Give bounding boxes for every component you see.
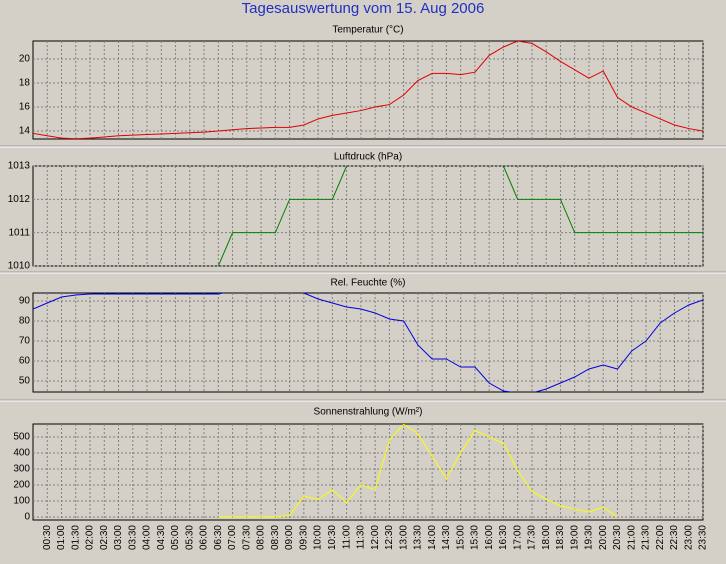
plot-frame (32, 40, 704, 140)
y-tick-label: 18 (19, 78, 31, 89)
x-tick-label: 08:30 (270, 525, 281, 550)
x-tick-label: 02:30 (99, 525, 110, 550)
x-tick-label: 19:00 (569, 525, 580, 550)
x-tick-label: 22:00 (655, 525, 666, 550)
x-tick-label: 09:30 (298, 525, 309, 550)
data-line (218, 424, 618, 518)
y-tick-label: 60 (19, 356, 31, 367)
x-tick-label: 10:00 (313, 525, 324, 550)
panel-title: Luftdruck (hPa) (334, 152, 402, 163)
plot-group (33, 293, 703, 392)
x-tick-label: 17:00 (512, 525, 523, 550)
x-tick-label: 10:30 (327, 525, 338, 550)
chart-title: Tagesauswertung vom 15. Aug 2006 (242, 0, 485, 17)
x-tick-label: 17:30 (527, 525, 538, 550)
x-tick-label: 02:00 (85, 525, 96, 550)
x-tick-label: 04:30 (156, 525, 167, 550)
y-tick-label: 80 (19, 316, 31, 327)
x-tick-label: 14:00 (427, 525, 438, 550)
x-tick-label: 21:00 (626, 525, 637, 550)
x-tick-label: 18:30 (555, 525, 566, 550)
x-tick-label: 11:00 (341, 525, 352, 550)
x-tick-label: 20:00 (598, 525, 609, 550)
x-tick-label: 20:30 (612, 525, 623, 550)
y-tick-label: 14 (19, 126, 31, 137)
y-tick-label: 50 (19, 376, 31, 387)
x-tick-label: 03:30 (127, 525, 138, 550)
x-tick-label: 07:30 (241, 525, 252, 550)
x-tick-label: 01:30 (70, 525, 81, 550)
x-tick-label: 03:00 (113, 525, 124, 550)
x-tick-label: 15:00 (455, 525, 466, 550)
x-tick-label: 01:00 (56, 525, 67, 550)
x-tick-label: 16:00 (484, 525, 495, 550)
y-tick-label: 90 (19, 296, 31, 307)
y-tick-label: 200 (13, 480, 30, 491)
x-tick-label: 19:30 (584, 525, 595, 550)
x-tick-label: 23:30 (698, 525, 709, 550)
y-tick-label: 70 (19, 336, 31, 347)
plot-frame (32, 292, 704, 393)
x-tick-label: 22:30 (669, 525, 680, 550)
y-tick-label: 100 (13, 496, 30, 507)
x-tick-label: 05:30 (184, 525, 195, 550)
plot-frame (32, 165, 704, 267)
y-tick-label: 500 (13, 432, 30, 443)
y-tick-label: 20 (19, 54, 31, 65)
x-tick-label: 18:00 (541, 525, 552, 550)
x-tick-label: 12:30 (384, 525, 395, 550)
y-tick-label: 1013 (8, 161, 31, 172)
x-tick-label: 13:30 (413, 525, 424, 550)
plot-frame (32, 423, 704, 521)
plot-group (217, 166, 703, 266)
y-tick-label: 1010 (8, 261, 31, 272)
x-tick-label: 12:00 (370, 525, 381, 550)
x-tick-label: 21:30 (641, 525, 652, 550)
x-tick-label: 23:00 (683, 525, 694, 550)
x-tick-label: 09:00 (284, 525, 295, 550)
x-tick-label: 16:30 (498, 525, 509, 550)
x-tick-label: 00:30 (42, 525, 53, 550)
x-tick-label: 06:30 (213, 525, 224, 550)
panel-title: Sonnenstrahlung (W/m²) (314, 407, 423, 418)
x-tick-label: 06:00 (199, 525, 210, 550)
x-tick-label: 04:00 (142, 525, 153, 550)
y-tick-label: 1011 (8, 227, 30, 238)
x-tick-label: 15:30 (470, 525, 481, 550)
x-tick-label: 13:00 (398, 525, 409, 550)
plot-group (33, 41, 703, 139)
data-line (217, 166, 703, 266)
y-tick-label: 300 (13, 464, 30, 475)
y-tick-label: 0 (24, 512, 30, 523)
x-tick-label: 07:00 (227, 525, 238, 550)
panel-title: Temperatur (°C) (332, 25, 403, 36)
y-tick-label: 16 (19, 102, 31, 113)
data-line (33, 41, 703, 139)
plot-group (218, 424, 618, 518)
x-tick-label: 05:00 (170, 525, 181, 550)
x-tick-label: 14:30 (441, 525, 452, 550)
y-tick-label: 400 (13, 448, 30, 459)
x-tick-label: 08:00 (256, 525, 267, 550)
y-tick-label: 1012 (8, 194, 31, 205)
x-tick-label: 11:30 (356, 525, 367, 550)
panel-title: Rel. Feuchte (%) (330, 278, 405, 289)
data-line (33, 293, 703, 392)
